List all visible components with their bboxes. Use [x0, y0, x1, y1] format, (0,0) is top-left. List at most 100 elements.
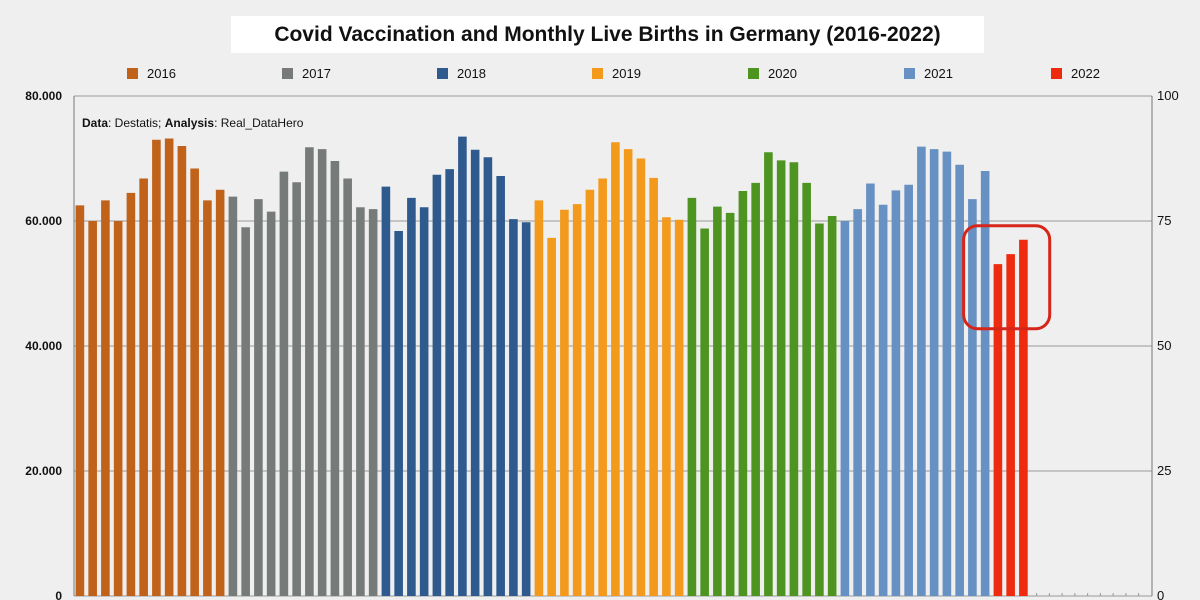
analysis-label: Analysis [164, 116, 215, 130]
bar [1006, 254, 1015, 596]
bar [878, 204, 888, 596]
bar [292, 182, 301, 596]
bar [802, 182, 811, 596]
bar [458, 136, 467, 596]
bar [534, 200, 544, 596]
legend-item: 2017 [282, 66, 331, 81]
bar [215, 189, 225, 596]
legend-item: 2019 [592, 66, 641, 81]
legend-swatch [748, 68, 759, 79]
bar [980, 171, 990, 596]
bar [101, 200, 110, 596]
legend-swatch [904, 68, 915, 79]
bars [75, 136, 1028, 596]
bar [330, 161, 340, 596]
legend-item: 2022 [1051, 66, 1100, 81]
bar [700, 228, 709, 596]
bar [152, 139, 161, 596]
legend-label: 2021 [924, 66, 953, 81]
bar [917, 146, 926, 596]
bar [394, 231, 403, 596]
right-tick-label: 100 [1157, 88, 1179, 103]
bar [815, 223, 824, 596]
bar [942, 151, 952, 596]
bar [687, 197, 697, 596]
left-tick-label: 40.000 [25, 339, 62, 353]
legend: 2016 2017 2018 2019 2020 2021 2022 [0, 66, 1200, 84]
source-label: Data [82, 116, 109, 130]
bar [764, 152, 773, 596]
legend-label: 2020 [768, 66, 797, 81]
bar [317, 149, 327, 596]
bar [356, 207, 365, 596]
bar [674, 219, 684, 596]
chart-title-box: Covid Vaccination and Monthly Live Birth… [231, 16, 984, 53]
legend-swatch [592, 68, 603, 79]
chart-title: Covid Vaccination and Monthly Live Birth… [274, 22, 941, 46]
bar [419, 207, 429, 596]
bar [725, 212, 735, 596]
legend-label: 2016 [147, 66, 176, 81]
bar [496, 176, 505, 596]
legend-item: 2018 [437, 66, 486, 81]
bar [305, 147, 314, 596]
legend-swatch [282, 68, 293, 79]
bar [164, 138, 174, 596]
bar [279, 171, 289, 596]
bar [266, 211, 276, 596]
bar [509, 219, 518, 596]
bar [968, 199, 977, 596]
right-tick-label: 25 [1157, 463, 1171, 478]
bar [955, 164, 964, 596]
bar [751, 182, 760, 596]
bar [470, 149, 480, 596]
bar [1019, 239, 1028, 596]
bar [636, 158, 646, 596]
bar [738, 191, 748, 596]
bar [368, 209, 378, 596]
bar [662, 217, 671, 596]
bar [177, 146, 187, 596]
bar [521, 222, 531, 596]
bar [547, 237, 556, 596]
bar [381, 186, 391, 596]
right-tick-label: 50 [1157, 338, 1171, 353]
bar [866, 183, 875, 596]
bar [407, 197, 416, 596]
bar [853, 209, 862, 596]
bar [776, 160, 786, 596]
legend-item: 2020 [748, 66, 797, 81]
bar [891, 190, 901, 596]
bar [483, 157, 493, 596]
bar [88, 221, 97, 596]
legend-label: 2018 [457, 66, 486, 81]
bar [598, 178, 607, 596]
bar [789, 162, 799, 596]
bar [993, 264, 1003, 596]
axes: 0 20.000 40.000 60.000 80.000 0 25 50 75 100 [25, 88, 1178, 600]
bar [75, 205, 85, 596]
left-tick-label: 80.000 [25, 89, 62, 103]
legend-label: 2019 [612, 66, 641, 81]
left-tick-label: 60.000 [25, 214, 62, 228]
source-note: Data: Destatis; Analysis: Real_DataHero [82, 116, 303, 130]
bar [126, 192, 136, 596]
legend-swatch [437, 68, 448, 79]
legend-label: 2017 [302, 66, 331, 81]
legend-item: 2021 [904, 66, 953, 81]
bar [190, 168, 199, 596]
bar [343, 178, 352, 596]
bar [623, 149, 633, 596]
bar [827, 216, 837, 596]
bar [228, 196, 238, 596]
bar [203, 200, 212, 596]
annotations [962, 224, 1052, 331]
bar [585, 189, 595, 596]
legend-item: 2016 [127, 66, 176, 81]
legend-swatch [127, 68, 138, 79]
bar [254, 199, 263, 596]
bar [113, 221, 123, 596]
legend-swatch [1051, 68, 1062, 79]
right-tick-label: 0 [1157, 588, 1164, 600]
